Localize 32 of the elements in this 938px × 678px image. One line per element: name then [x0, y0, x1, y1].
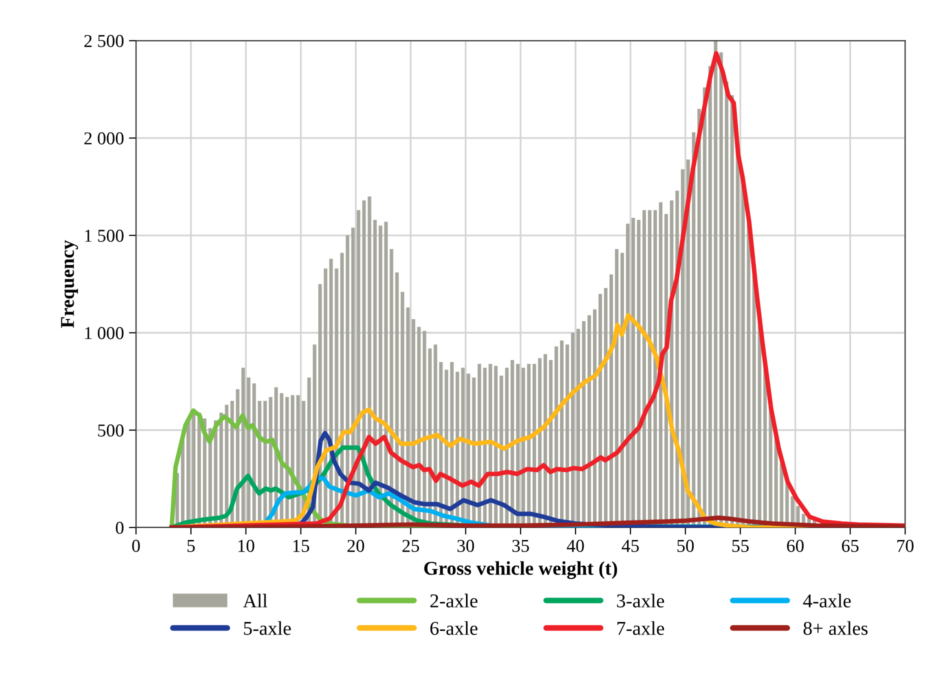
y-tick-label: 1 500	[85, 230, 124, 242]
legend-label: 8+ axles	[804, 621, 868, 635]
legend-label: 6-axle	[430, 621, 478, 635]
legend-label: 4-axle	[803, 594, 851, 608]
x-tick-label: 0	[132, 540, 140, 552]
y-tick-label: 2 000	[84, 132, 124, 144]
x-tick-label: 15	[293, 540, 310, 552]
x-tick-label: 30	[457, 540, 474, 552]
x-tick-label: 65	[842, 540, 859, 552]
legend-label: 2-axle	[430, 594, 478, 608]
y-tick-label: 0	[116, 522, 124, 534]
legend-label: 7-axle	[617, 621, 664, 635]
x-tick-label: 25	[402, 540, 420, 552]
x-tick-label: 10	[238, 540, 254, 552]
x-tick-label: 20	[348, 540, 364, 552]
y-tick-label: 2 500	[84, 34, 124, 48]
y-tick-label: 500	[98, 424, 124, 437]
x-tick-label: 70	[897, 540, 914, 552]
x-tick-label: 35	[512, 540, 529, 552]
x-tick-label: 45	[622, 540, 639, 552]
x-axis-title: Gross vehicle weight (t)	[424, 561, 618, 580]
legend-label: All	[243, 594, 268, 608]
x-tick-label: 40	[566, 540, 584, 552]
legend-label: 5-axle	[244, 621, 291, 635]
y-axis-title: Frequency	[61, 240, 78, 328]
x-tick-label: 5	[187, 540, 195, 552]
x-tick-label: 50	[677, 540, 694, 552]
x-tick-label: 60	[787, 540, 804, 552]
y-tick-label: 1 000	[85, 327, 124, 340]
line-series	[169, 516, 906, 528]
x-tick-label: 55	[732, 540, 749, 552]
legend-label: 3-axle	[617, 594, 664, 608]
